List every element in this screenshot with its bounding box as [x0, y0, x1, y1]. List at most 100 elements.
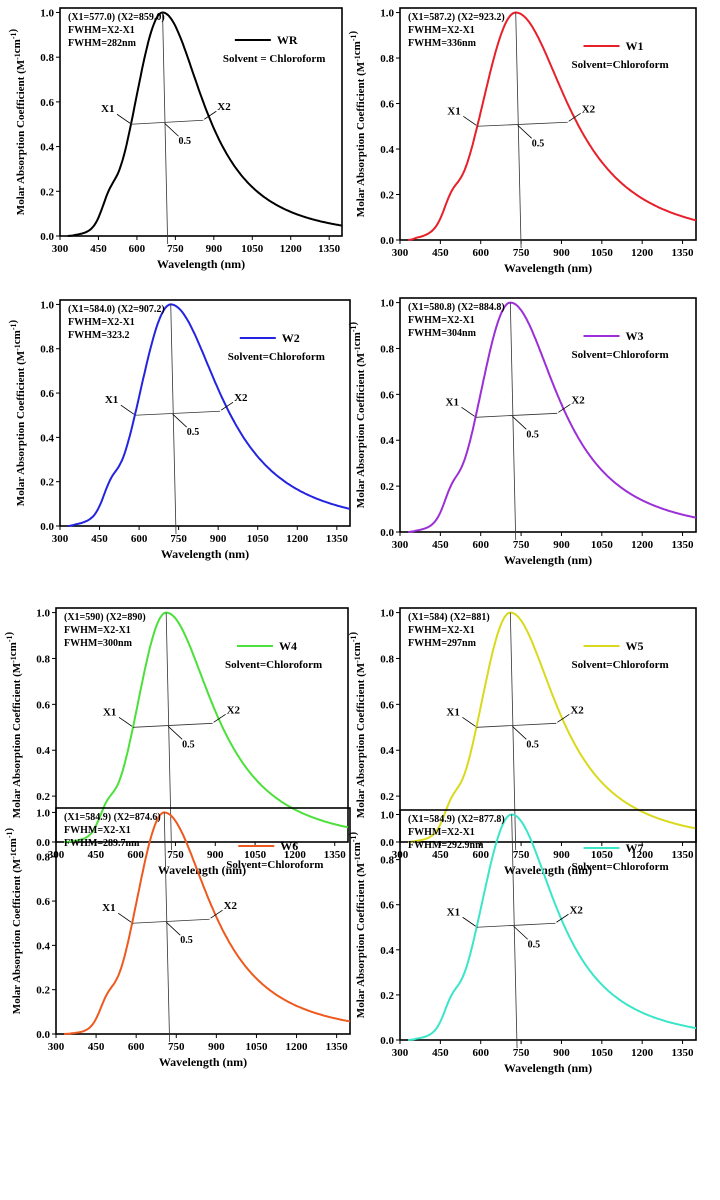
- info-x-values: (X1=584.9) (X2=874.6): [64, 812, 161, 823]
- legend-label: W2: [282, 331, 300, 345]
- info-x-values: (X1=584.0) (X2=907.2): [68, 304, 165, 315]
- y-axis-label-part: ): [7, 28, 19, 32]
- x-tick-label: 600: [472, 1047, 489, 1059]
- x-tick-label: 900: [553, 849, 570, 861]
- fwhm-line: [132, 722, 213, 728]
- y-tick-label: 0.8: [36, 653, 50, 665]
- x-tick-label: 300: [52, 533, 69, 545]
- y-tick-label: 0.8: [380, 343, 394, 355]
- y-tick-label: 0.4: [380, 945, 394, 957]
- x2-pointer: [556, 913, 569, 923]
- solvent-label: Solvent=Chloroform: [226, 859, 323, 871]
- chart-panel-w7: 300 450 600 750 900 1050 1200 1350 0.0 0.2 0.4 0.6 0…: [347, 809, 697, 1075]
- x-tick-label: 1200: [631, 247, 654, 259]
- x-tick-label: 600: [472, 247, 489, 259]
- x-tick-label: 1050: [591, 247, 614, 259]
- x-tick-label: 900: [208, 1041, 225, 1053]
- x-tick-label: 300: [48, 1041, 65, 1053]
- x-tick-label: 900: [210, 533, 227, 545]
- x2-marker-label: X2: [224, 900, 238, 912]
- solvent-label: Solvent=Chloroform: [572, 861, 669, 873]
- y-axis-label-part: cm: [351, 842, 363, 856]
- x-tick-label: 300: [52, 243, 69, 255]
- x-tick-label: 600: [127, 849, 144, 861]
- half-max-label: 0.5: [526, 429, 539, 440]
- fwhm-line: [476, 922, 556, 928]
- half-max-pointer: [167, 726, 183, 740]
- half-max-pointer: [164, 122, 179, 137]
- y-tick-label: 0.6: [36, 699, 50, 711]
- x2-marker-label: X2: [234, 392, 248, 404]
- y-axis-unit-sup: -1: [13, 53, 22, 60]
- y-tick-label: 0.8: [40, 344, 54, 356]
- info-fwhm-value: FWHM=289.7nm: [64, 838, 140, 849]
- y-axis-unit-sup: -1: [353, 656, 362, 663]
- y-axis-unit-sup: -1: [349, 635, 358, 642]
- x-axis-label: Wavelength (nm): [504, 261, 592, 275]
- x-tick-label: 1200: [631, 849, 654, 861]
- y-tick-label: 1.0: [380, 298, 394, 310]
- y-tick-label: 1.0: [40, 299, 54, 311]
- x-tick-label: 600: [472, 539, 489, 551]
- x1-marker-label: X1: [105, 394, 118, 406]
- y-axis-label-part: Molar Absorption Coefficient (M: [15, 350, 27, 506]
- chart-panel-w6: 300 450 600 750 900 1050 1200 1350 0.0 0.2 0.4 0.6 0…: [3, 807, 351, 1069]
- solvent-label: Solvent=Chloroform: [228, 351, 325, 363]
- legend-label: W6: [280, 839, 298, 853]
- x-tick-label: 750: [513, 539, 530, 551]
- x-tick-label: 1350: [672, 247, 695, 259]
- legend-label: W1: [626, 39, 644, 53]
- x-tick-label: 450: [432, 539, 449, 551]
- y-tick-label: 0.2: [380, 791, 394, 803]
- solvent-label: Solvent=Chloroform: [572, 659, 669, 671]
- info-fwhm-value: FWHM=292.9nm: [408, 840, 484, 851]
- info-fwhm-formula: FWHM=X2-X1: [68, 25, 135, 36]
- info-fwhm-value: FWHM=297nm: [408, 638, 477, 649]
- info-x-values: (X1=590) (X2=890): [64, 612, 146, 623]
- solvent-label: Solvent=Chloroform: [572, 349, 669, 361]
- fwhm-line: [477, 121, 568, 127]
- y-axis-label-part: ): [347, 321, 359, 325]
- x-tick-label: 1050: [591, 539, 614, 551]
- info-x-values: (X1=584) (X2=881): [408, 612, 490, 623]
- y-axis-label: Molar Absorption Coefficient (M-1cm-1): [347, 631, 367, 818]
- y-axis-label-part: Molar Absorption Coefficient (M: [355, 61, 367, 217]
- chart-panel-w4: 300 450 600 750 900 1050 1200 13500.00.20.40.60…: [3, 607, 349, 877]
- x1-marker-label: X1: [102, 902, 115, 914]
- x-axis-label: Wavelength (nm): [158, 863, 246, 877]
- y-axis-unit-sup: -1: [353, 856, 362, 863]
- x2-pointer: [210, 909, 223, 919]
- absorption-curve: [408, 813, 697, 1041]
- half-max-pointer: [517, 124, 532, 139]
- x2-pointer: [220, 401, 234, 411]
- absorption-curve: [407, 11, 697, 241]
- x2-pointer: [213, 713, 226, 723]
- peak-line: [165, 612, 172, 851]
- y-axis-label-part: ): [3, 827, 15, 831]
- info-fwhm-value: FWHM=323.2: [68, 330, 130, 341]
- x-tick-label: 900: [553, 539, 570, 551]
- y-tick-label: 0.6: [380, 900, 394, 912]
- peak-line: [515, 12, 522, 249]
- x-tick-label: 300: [392, 1047, 409, 1059]
- y-tick-label: 0.8: [380, 653, 394, 665]
- solvent-label: Solvent=Chloroform: [225, 659, 322, 671]
- y-tick-label: 0.6: [40, 97, 54, 109]
- x2-pointer: [558, 403, 571, 413]
- y-tick-label: 1.0: [380, 810, 394, 822]
- y-tick-label: 0.8: [40, 52, 54, 64]
- y-tick-label: 0.0: [380, 235, 394, 247]
- x2-marker-label: X2: [227, 704, 241, 716]
- info-fwhm-formula: FWHM=X2-X1: [408, 25, 475, 36]
- y-tick-label: 1.0: [36, 807, 50, 819]
- x-tick-label: 900: [206, 243, 223, 255]
- y-axis-label-part: ): [347, 30, 359, 34]
- half-max-label: 0.5: [180, 935, 193, 946]
- y-tick-label: 0.2: [380, 190, 394, 202]
- y-axis-label-part: Molar Absorption Coefficient (M: [355, 352, 367, 508]
- info-fwhm-formula: FWHM=X2-X1: [64, 625, 131, 636]
- x1-pointer: [462, 716, 476, 727]
- x-tick-label: 750: [168, 1041, 185, 1053]
- y-axis-label-part: Molar Absorption Coefficient (M: [11, 858, 23, 1014]
- y-tick-label: 0.4: [380, 144, 394, 156]
